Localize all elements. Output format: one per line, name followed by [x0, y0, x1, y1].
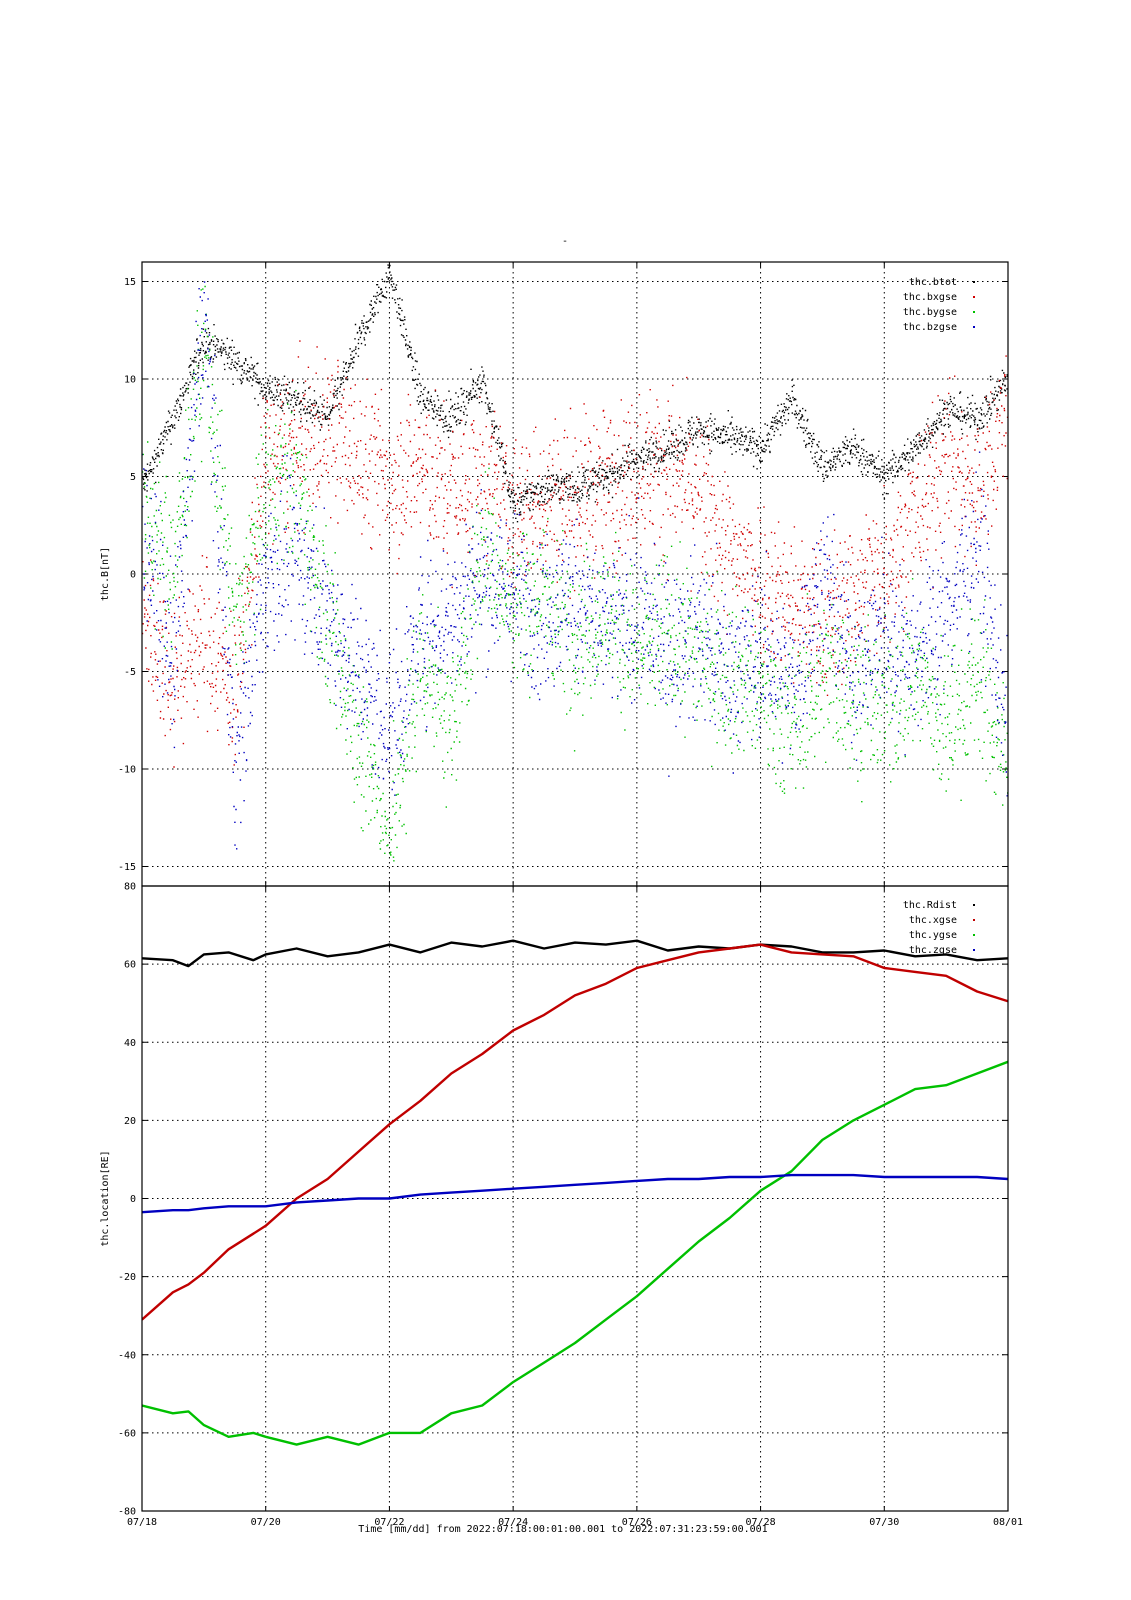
y-tick-label: -60	[118, 1428, 136, 1439]
legend-label: thc.zgse	[909, 945, 957, 956]
legend-label: thc.bzgse	[903, 322, 957, 333]
x-tick-label: 07/20	[251, 1517, 281, 1528]
legend-label: thc.bxgse	[903, 292, 957, 303]
y-tick-label: 20	[124, 1116, 136, 1127]
y-tick-label: -40	[118, 1350, 136, 1361]
series-thc-zgse	[142, 1173, 1008, 1214]
legend-marker	[973, 949, 975, 951]
legend-marker	[973, 281, 975, 283]
series-thc-bzgse	[142, 281, 1008, 850]
y-tick-label: -10	[118, 765, 136, 776]
legend-marker	[973, 904, 975, 906]
legend-label: thc.xgse	[909, 915, 957, 926]
legend-marker	[973, 311, 975, 313]
magnetic-field-panel: 15 10 5 0 -5 -10 -15 thc.B[nT] thc.btot thc.bxgse…	[100, 261, 1009, 887]
y-tick-label: -15	[118, 862, 136, 873]
x-tick-label: 08/01	[993, 1517, 1023, 1528]
y-axis-label: thc.B[nT]	[100, 547, 111, 601]
x-tick-label: 07/26	[622, 1517, 652, 1528]
legend-label: thc.ygse	[909, 930, 957, 941]
series-thc-bxgse	[142, 340, 1008, 768]
plot-frame	[141, 885, 1009, 1512]
location-panel: 07/18 07/20 07/22 07/24 07/26 07/28 07/30 08/01…	[100, 882, 1023, 1529]
y-tick-label: 10	[124, 375, 136, 386]
figure-top-title: -	[562, 236, 568, 247]
y-tick-label: -5	[124, 667, 136, 678]
y-tick-label: 80	[124, 882, 136, 893]
x-tick-label: 07/22	[374, 1517, 404, 1528]
series-thc-xgse	[142, 943, 1008, 1321]
legend-marker	[973, 326, 975, 328]
y-axis-label: thc.location[RE]	[100, 1150, 111, 1246]
legend-marker	[973, 296, 975, 298]
legend-marker	[973, 934, 975, 936]
x-tick-label: 07/28	[746, 1517, 776, 1528]
series-thc-ygse	[142, 1060, 1008, 1446]
x-tick-label: 07/30	[869, 1517, 899, 1528]
legend-marker	[973, 919, 975, 921]
y-tick-label: 40	[124, 1038, 136, 1049]
legend-label: thc.btot	[909, 277, 957, 288]
y-tick-label: -80	[118, 1507, 136, 1518]
x-tick-label: 07/24	[498, 1517, 528, 1528]
legend-label: thc.bygse	[903, 307, 957, 318]
series-thc-Rdist	[142, 939, 1008, 968]
series-thc-btot	[142, 264, 1008, 523]
y-tick-label: -20	[118, 1272, 136, 1283]
y-tick-label: 15	[124, 277, 136, 288]
y-tick-label: 60	[124, 960, 136, 971]
y-tick-label: 0	[130, 570, 136, 581]
y-tick-label: 0	[130, 1194, 136, 1205]
legend-label: thc.Rdist	[903, 900, 957, 911]
time-axis-label: Time [mm/dd] from 2022:07:18:00:01:00.00…	[358, 1524, 767, 1535]
x-tick-label: 07/18	[127, 1517, 157, 1528]
y-tick-label: 5	[130, 472, 136, 483]
